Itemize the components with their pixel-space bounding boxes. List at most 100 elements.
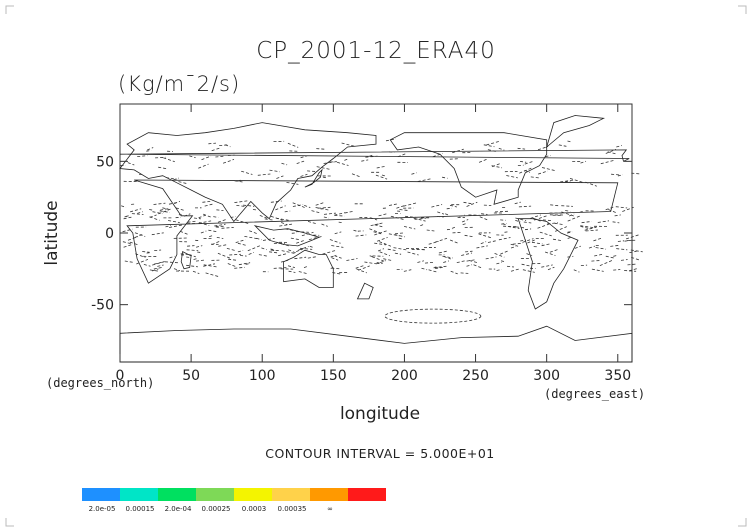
contour-segment — [541, 264, 553, 268]
contour-segment — [390, 215, 405, 220]
contour-segment — [202, 201, 211, 203]
contour-segment — [201, 155, 212, 161]
contour-segment — [530, 176, 540, 179]
contour-segment — [569, 178, 583, 183]
contour-segment — [544, 251, 556, 256]
contour-segment — [411, 172, 417, 175]
contour-segment — [498, 237, 511, 241]
contour-segment — [560, 179, 574, 183]
contour-segment — [323, 216, 330, 219]
contour-segment — [449, 239, 459, 244]
contour-segment — [330, 254, 337, 258]
contour-segment — [478, 158, 488, 163]
contour-segment — [353, 229, 359, 233]
contour-segment — [466, 264, 473, 267]
contour-segment — [186, 264, 198, 268]
contour-segment — [450, 270, 458, 275]
contour-segment — [541, 243, 551, 247]
contour-segment — [280, 259, 289, 263]
contour-segment — [399, 209, 409, 211]
contour-segment — [208, 142, 217, 145]
contour-segment — [459, 214, 465, 217]
contour-segment — [434, 237, 448, 243]
contour-segment — [211, 147, 221, 152]
contour-segment — [323, 161, 335, 164]
contour-segment — [301, 231, 314, 237]
contour-segment — [625, 234, 639, 240]
contour-segment — [424, 261, 435, 264]
contour-segment — [451, 226, 457, 229]
contour-segment — [517, 147, 526, 150]
contour-segment — [264, 218, 273, 221]
contour-segment — [428, 240, 439, 245]
contour-segment — [613, 254, 618, 257]
contour-segment — [519, 161, 527, 163]
contour-segment — [209, 234, 214, 237]
contour-segment — [581, 221, 592, 224]
contour-segment — [445, 213, 450, 216]
contour-segment — [303, 265, 309, 268]
contour-segment — [244, 236, 258, 239]
contour-segment — [462, 223, 468, 225]
contour-segment — [504, 231, 509, 233]
contour-segment — [434, 266, 441, 269]
contour-segment — [356, 268, 367, 274]
contour-segment — [329, 239, 341, 244]
contour-segment — [374, 224, 385, 228]
contour-segment — [135, 253, 146, 258]
contour-segment — [300, 155, 308, 159]
contour-segment — [261, 247, 267, 251]
contour-segment — [334, 215, 345, 217]
contour-segment — [273, 267, 287, 269]
contour-segment — [230, 216, 236, 218]
colorbar-swatch — [234, 488, 272, 501]
contour-segment — [433, 265, 447, 269]
contour-segment — [376, 165, 386, 169]
contour-segment — [307, 256, 317, 259]
contour-segment — [376, 237, 388, 242]
coastline — [126, 179, 619, 284]
contour-segment — [365, 155, 378, 158]
contour-segment — [332, 272, 341, 275]
contour-segment — [331, 245, 344, 248]
colorbar-label: 2.0e-04 — [164, 505, 192, 513]
contour-segment — [461, 219, 469, 223]
contour-segment — [631, 257, 640, 261]
contour-segment — [611, 173, 620, 176]
contour-loop — [384, 308, 482, 324]
contour-segment — [134, 233, 144, 238]
coastline — [356, 282, 374, 300]
contour-segment — [486, 140, 500, 146]
contour-segment — [476, 245, 488, 249]
y-tick-label: 0 — [105, 226, 114, 242]
contour-segment — [464, 234, 473, 238]
contour-segment — [149, 216, 160, 221]
contour-segment — [123, 216, 132, 220]
contour-segment — [200, 230, 207, 234]
contour-segment — [610, 245, 619, 247]
contour-segment — [512, 242, 523, 245]
colorbar-label: 0.00015 — [125, 505, 155, 513]
contour-segment — [541, 167, 556, 172]
contour-segment — [567, 215, 581, 222]
contour-segment — [320, 207, 326, 210]
contour-segment — [524, 228, 532, 231]
contour-segment — [438, 250, 448, 254]
contour-segment — [270, 215, 283, 221]
contour-segment — [417, 260, 425, 263]
contour-segment — [479, 216, 489, 221]
contour-segment — [153, 266, 163, 270]
contour-segment — [237, 242, 247, 246]
contour-segment — [518, 205, 532, 208]
contour-segment — [617, 240, 625, 242]
contour-interval-label: CONTOUR INTERVAL = 5.000E+01 — [265, 446, 495, 461]
contour-segment — [186, 249, 199, 251]
contour-segment — [522, 269, 535, 273]
contour-segment — [270, 200, 282, 203]
contour-segment — [481, 213, 488, 215]
contour-segment — [498, 147, 505, 151]
contour-segment — [599, 260, 613, 266]
contour-segment — [516, 226, 526, 229]
contour-segment — [281, 250, 296, 254]
contour-segment — [198, 220, 212, 224]
